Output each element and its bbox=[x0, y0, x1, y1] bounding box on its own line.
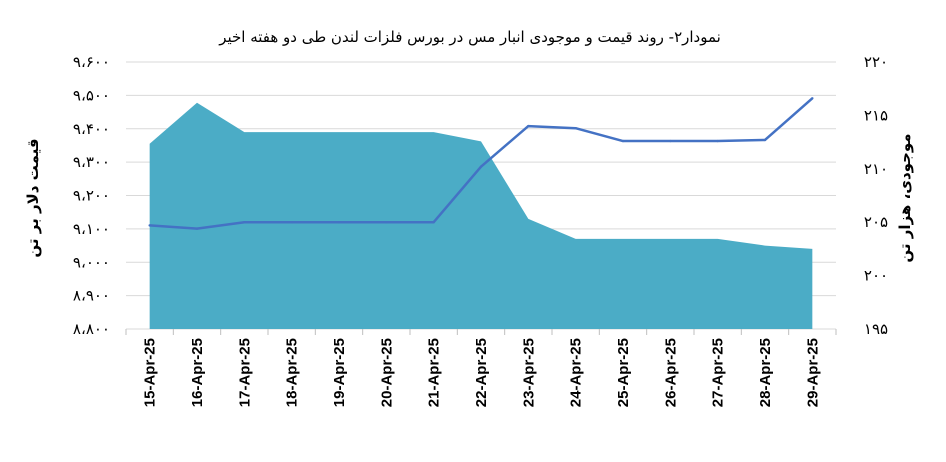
x-tick-label: 16-Apr-25 bbox=[189, 338, 206, 407]
x-tick-label: 25-Apr-25 bbox=[615, 338, 632, 407]
x-tick-label: 26-Apr-25 bbox=[662, 338, 679, 407]
price-point bbox=[621, 139, 625, 143]
right-axis-title: موجودی، هزار تن bbox=[896, 133, 914, 262]
x-tick-label: 27-Apr-25 bbox=[710, 338, 727, 407]
chart-title: نمودار۲- روند قیمت و موجودی انبار مس در … bbox=[218, 28, 721, 46]
right-axis-ticks: ۱۹۵ ۲۰۰ ۲۰۵ ۲۱۰ ۲۱۵ ۲۲۰ bbox=[864, 53, 888, 338]
right-tick-label: ۲۱۰ bbox=[864, 160, 888, 178]
x-tick-label: 18-Apr-25 bbox=[284, 338, 301, 407]
price-point bbox=[385, 221, 388, 224]
right-tick-label: ۱۹۵ bbox=[864, 320, 888, 338]
inventory-area bbox=[149, 102, 813, 329]
left-tick-label: ۹،۴۰۰ bbox=[73, 120, 110, 138]
right-tick-label: ۲۱۵ bbox=[864, 106, 888, 124]
price-point bbox=[716, 139, 719, 143]
price-point bbox=[669, 139, 672, 143]
left-tick-label: ۹،۲۰۰ bbox=[73, 187, 110, 205]
left-tick-label: ۸،۸۰۰ bbox=[73, 320, 110, 338]
left-tick-label: ۹،۰۰۰ bbox=[73, 253, 110, 271]
inventory-area-series bbox=[149, 102, 813, 329]
x-tick-label: 21-Apr-25 bbox=[426, 338, 443, 407]
price-point bbox=[195, 227, 199, 230]
left-tick-label: ۸،۹۰۰ bbox=[73, 287, 110, 305]
right-tick-label: ۲۲۰ bbox=[864, 53, 888, 71]
left-tick-label: ۹،۶۰۰ bbox=[73, 53, 110, 71]
x-tick-label: 19-Apr-25 bbox=[331, 338, 348, 407]
price-point bbox=[479, 165, 483, 168]
price-line-series bbox=[148, 97, 814, 230]
x-tick-label: 22-Apr-25 bbox=[473, 338, 490, 407]
left-tick-label: ۹،۵۰۰ bbox=[73, 86, 110, 104]
price-point bbox=[574, 127, 577, 130]
left-tick-label: ۹،۳۰۰ bbox=[73, 153, 110, 171]
price-point bbox=[763, 138, 767, 142]
price-point bbox=[432, 221, 435, 224]
right-tick-label: ۲۰۵ bbox=[864, 213, 888, 231]
price-point bbox=[290, 221, 293, 224]
x-tick-label: 23-Apr-25 bbox=[520, 338, 537, 407]
price-point bbox=[811, 97, 814, 100]
left-axis-title: قیمت دلار بر تن bbox=[24, 138, 42, 257]
x-tick-label: 17-Apr-25 bbox=[236, 338, 253, 407]
x-tick-label: 24-Apr-25 bbox=[568, 338, 585, 407]
x-axis-ticks: 15-Apr-25 16-Apr-25 17-Apr-25 18-Apr-25 19-A… bbox=[142, 338, 822, 407]
left-axis-ticks: ۸،۸۰۰ ۸،۹۰۰ ۹،۰۰۰ ۹،۱۰۰ ۹،۲۰۰ ۹،۳۰۰ ۹،۴۰۰ ۹،۵۰۰… bbox=[73, 53, 110, 338]
price-point bbox=[243, 221, 246, 224]
price-point bbox=[337, 221, 341, 224]
right-tick-label: ۲۰۰ bbox=[864, 267, 888, 285]
x-tick-label: 29-Apr-25 bbox=[804, 338, 821, 407]
x-tick-label: 20-Apr-25 bbox=[378, 338, 395, 407]
price-point bbox=[527, 124, 530, 128]
x-tick-label: 28-Apr-25 bbox=[757, 338, 774, 407]
left-tick-label: ۹،۱۰۰ bbox=[73, 220, 110, 238]
price-point bbox=[148, 224, 151, 227]
x-tick-label: 15-Apr-25 bbox=[142, 338, 159, 407]
